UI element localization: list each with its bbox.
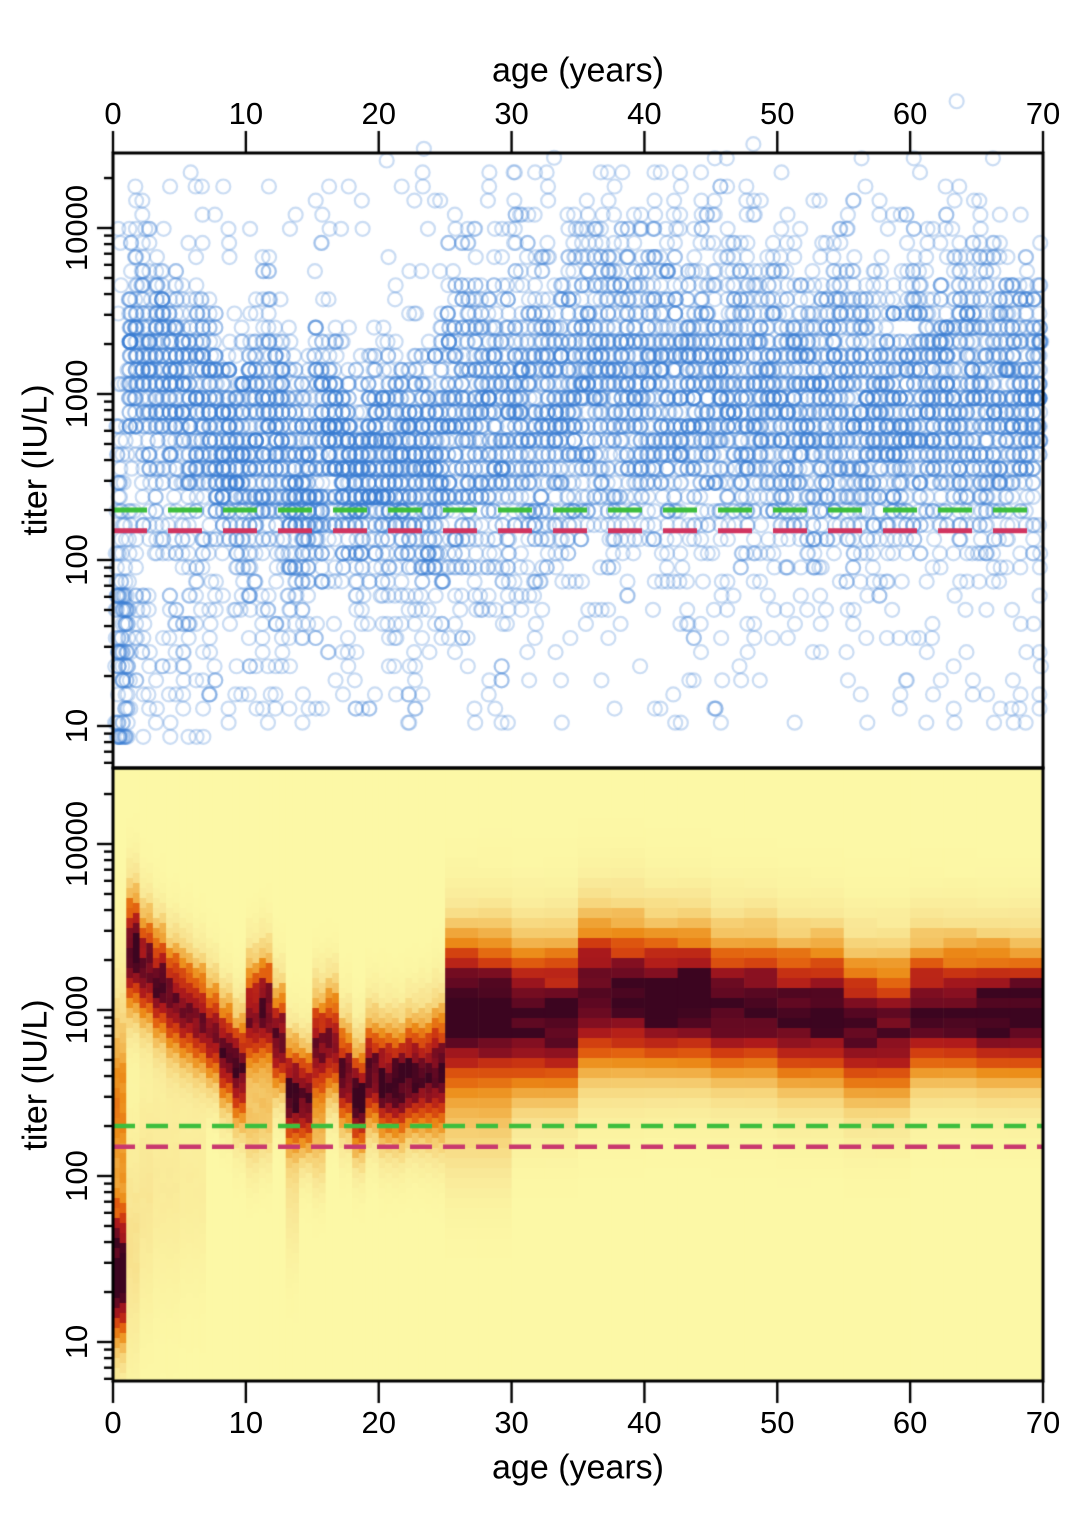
x-axis-title-bottom: age (years) (492, 1448, 664, 1487)
y-tick-label-bottom-panel-10: 10 (59, 1324, 94, 1360)
x-tick-label-top-70: 70 (1025, 96, 1061, 131)
x-tick-label-bottom-70: 70 (1025, 1405, 1061, 1440)
x-tick-label-bottom-30: 30 (494, 1405, 529, 1440)
x-tick-label-top-0: 0 (104, 96, 122, 131)
y-tick-label-top-panel-100: 100 (59, 534, 94, 586)
x-tick-label-top-50: 50 (760, 96, 795, 131)
x-tick-label-bottom-0: 0 (104, 1405, 122, 1440)
y-tick-label-bottom-panel-100: 100 (59, 1150, 94, 1202)
x-tick-label-bottom-10: 10 (228, 1405, 264, 1440)
x-tick-label-top-30: 30 (494, 96, 529, 131)
x-tick-label-bottom-40: 40 (627, 1405, 662, 1440)
y-tick-label-top-panel-10: 10 (59, 708, 94, 744)
y-axis-title-bottom-panel: titer (IU/L) (16, 999, 55, 1151)
x-tick-label-top-60: 60 (892, 96, 928, 131)
x-tick-label-bottom-50: 50 (760, 1405, 795, 1440)
y-tick-label-top-panel-10000: 10000 (59, 184, 94, 272)
x-tick-label-bottom-20: 20 (361, 1405, 396, 1440)
x-tick-label-top-40: 40 (627, 96, 662, 131)
y-tick-label-bottom-panel-10000: 10000 (59, 800, 94, 888)
y-tick-label-bottom-panel-1000: 1000 (59, 975, 94, 1045)
y-axis-title-top-panel: titer (IU/L) (16, 384, 55, 536)
y-tick-label-top-panel-1000: 1000 (59, 359, 94, 429)
x-tick-label-top-20: 20 (361, 96, 396, 131)
x-tick-label-top-10: 10 (228, 96, 264, 131)
x-axis-title-top: age (years) (492, 51, 664, 90)
x-tick-label-bottom-60: 60 (892, 1405, 928, 1440)
